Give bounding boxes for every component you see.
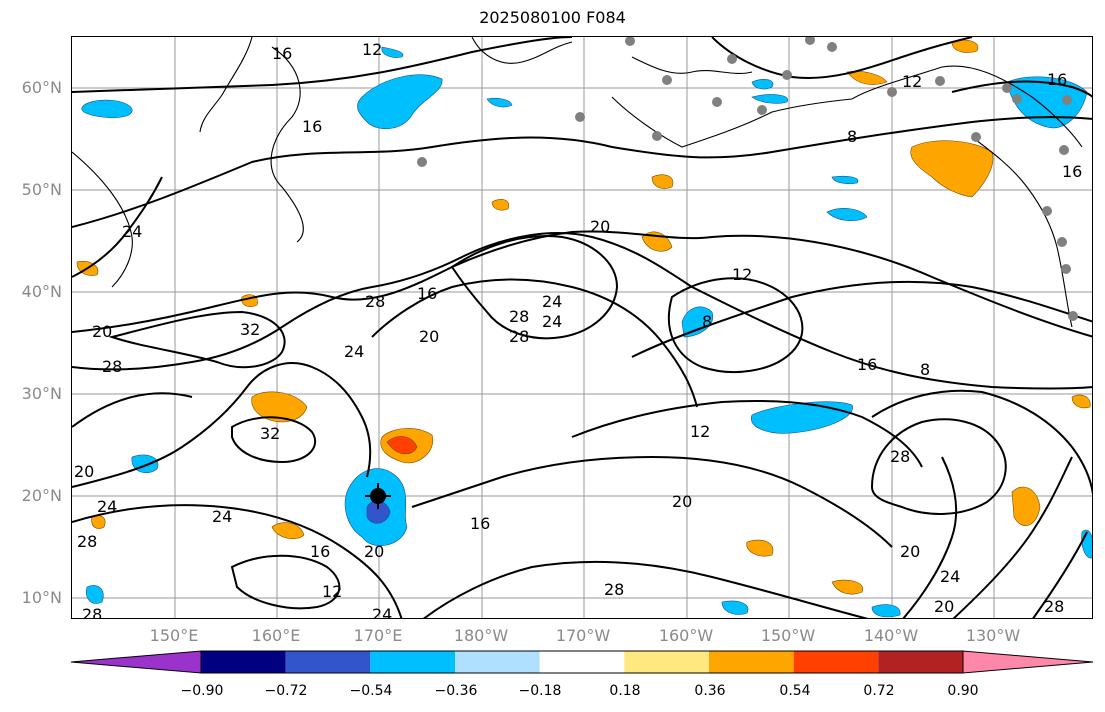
- colorbar-segment: [285, 651, 371, 673]
- contour-label: 16: [272, 44, 292, 63]
- colorbar-segment: [624, 651, 709, 673]
- contour-label: 12: [732, 265, 752, 284]
- crosshair-marker-icon: [365, 483, 391, 509]
- colorbar-segment: [455, 651, 540, 673]
- contour-label: 24: [212, 507, 232, 526]
- contour-label: 28: [365, 292, 385, 311]
- colorbar-tick-label: −0.90: [180, 683, 224, 699]
- latitude-label: 50°N: [21, 180, 62, 199]
- colorbar: [70, 650, 1094, 674]
- colorbar-segment: [201, 651, 286, 673]
- contour-label: 20: [900, 542, 920, 561]
- colorbar-tick-label: 0.54: [779, 683, 811, 699]
- colorbar-tick-label: −0.18: [518, 683, 562, 699]
- contour-label: 12: [362, 40, 382, 59]
- latitude-label: 30°N: [21, 384, 62, 403]
- contour-label: 20: [934, 597, 954, 616]
- contour-labels: 16 12 16 12 16 8 16 20 24 24 28 16 20 12…: [74, 40, 1082, 619]
- coastlines: [72, 37, 1083, 328]
- colorbar-min-extend: [70, 650, 202, 674]
- colorbar-tick-label: 0.18: [609, 683, 641, 699]
- longitude-label: 170°W: [555, 626, 611, 645]
- longitude-label: 150°W: [760, 626, 816, 645]
- longitude-label: 160°W: [658, 626, 714, 645]
- contour-label: 28: [102, 357, 122, 376]
- contour-label: 16: [1047, 70, 1067, 89]
- contour-label: 8: [920, 360, 930, 379]
- contour-label: 24: [122, 222, 142, 241]
- colorbar-segment: [370, 651, 455, 673]
- contour-label: 28: [1044, 597, 1064, 616]
- contour-label: 28: [509, 307, 529, 326]
- colorbar-segment: [878, 651, 963, 673]
- contour-label: 8: [847, 127, 857, 146]
- contour-label: 28: [509, 327, 529, 346]
- latitude-label: 60°N: [21, 78, 62, 97]
- colorbar-segment: [793, 651, 879, 673]
- contour-label: 20: [672, 492, 692, 511]
- contour-label: 24: [344, 342, 364, 361]
- contour-label: 24: [542, 312, 562, 331]
- contour-label: 16: [1062, 162, 1082, 181]
- colorbar-segment: [709, 651, 794, 673]
- contour-label: 20: [590, 217, 610, 236]
- contour-label: 28: [604, 580, 624, 599]
- latitude-label: 20°N: [21, 486, 62, 505]
- contour-label: 32: [260, 424, 280, 443]
- contour-label: 20: [74, 462, 94, 481]
- contour-label: 16: [857, 355, 877, 374]
- contour-label: 16: [470, 514, 490, 533]
- colorbar-segments: [70, 650, 1094, 674]
- colorbar-max-extend: [962, 650, 1094, 674]
- contour-label: 24: [97, 497, 117, 516]
- contour-label: 20: [364, 542, 384, 561]
- contour-label: 28: [890, 447, 910, 466]
- contour-label: 24: [372, 605, 392, 619]
- colorbar-tick-label: 0.36: [694, 683, 726, 699]
- colorbar-tick-label: −0.36: [434, 683, 478, 699]
- contour-label: 28: [77, 532, 97, 551]
- longitude-label: 170°E: [353, 626, 403, 645]
- longitude-label: 140°W: [863, 626, 919, 645]
- latitude-label: 10°N: [21, 588, 62, 607]
- contour-label: 16: [310, 542, 330, 561]
- colorbar-tick-label: 0.90: [947, 683, 979, 699]
- contour-label: 12: [322, 582, 342, 601]
- gridlines: [72, 37, 1092, 618]
- colorbar-tick-label: 0.72: [863, 683, 895, 699]
- colorbar-segment: [539, 651, 625, 673]
- contour-label: 28: [82, 605, 102, 619]
- contour-label: 16: [417, 284, 437, 303]
- negative-shading: [81, 46, 1092, 618]
- contour-label: 24: [940, 567, 960, 586]
- longitude-label: 160°E: [251, 626, 301, 645]
- station-dots: [417, 37, 1078, 321]
- longitude-label: 150°E: [149, 626, 199, 645]
- contour-label: 32: [240, 320, 260, 339]
- map-plot-area[interactable]: 16 12 16 12 16 8 16 20 24 24 28 16 20 12…: [71, 36, 1093, 619]
- contour-label: 24: [542, 292, 562, 311]
- contour-label: 20: [92, 322, 112, 341]
- latitude-label: 40°N: [21, 282, 62, 301]
- colorbar-tick-label: −0.72: [264, 683, 308, 699]
- figure-title: 2025080100 F084: [479, 8, 626, 27]
- contour-label: 16: [302, 117, 322, 136]
- longitude-label: 130°W: [965, 626, 1021, 645]
- height-contours: [72, 37, 1092, 618]
- colorbar-tick-label: −0.54: [349, 683, 393, 699]
- contour-label: 8: [702, 312, 712, 331]
- contour-label: 12: [690, 422, 710, 441]
- contour-label: 12: [902, 72, 922, 91]
- longitude-label: 180°W: [453, 626, 509, 645]
- contour-label: 20: [419, 327, 439, 346]
